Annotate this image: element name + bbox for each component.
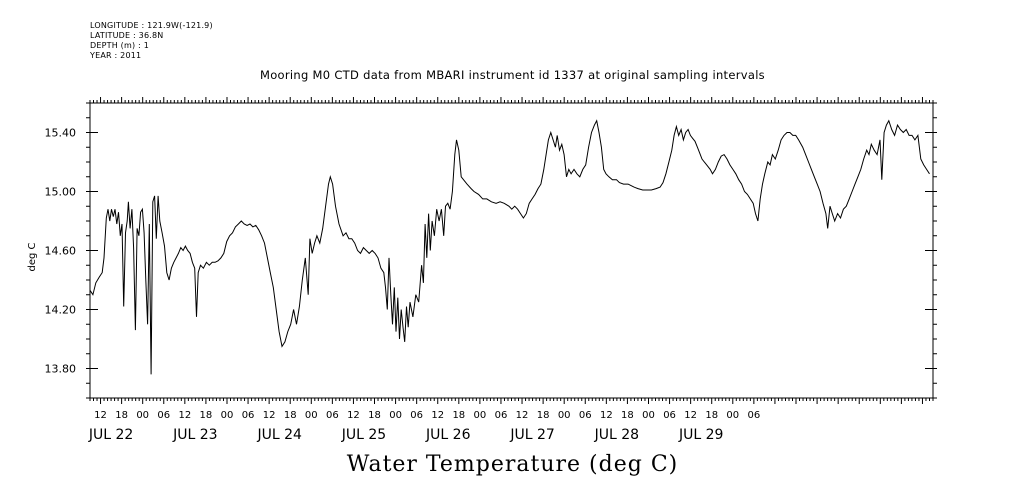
hour-tick-label: 00 [726, 410, 739, 421]
hour-tick-label: 00 [305, 410, 318, 421]
hour-tick-label: 18 [452, 410, 465, 421]
hour-tick-label: 18 [115, 410, 128, 421]
hour-tick-label: 18 [621, 410, 634, 421]
year-label: YEAR : 2011 [90, 51, 142, 60]
hour-tick-label: 18 [368, 410, 381, 421]
y-tick-label: 15.00 [45, 186, 77, 199]
y-tick-label: 14.20 [45, 304, 77, 317]
day-label: JUL 27 [509, 427, 554, 443]
y-tick-labels: 13.80 14.20 14.60 15.00 15.40 [45, 127, 77, 376]
y-axis-label: deg C [27, 242, 38, 272]
hour-tick-label: 18 [200, 410, 213, 421]
hour-tick-label: 12 [431, 410, 444, 421]
hour-tick-label: 00 [642, 410, 655, 421]
chart-title: Mooring M0 CTD data from MBARI instrumen… [260, 68, 765, 82]
hour-tick-label: 12 [347, 410, 360, 421]
hour-tick-label: 06 [157, 410, 170, 421]
hour-tick-label: 00 [474, 410, 487, 421]
plot-frame [89, 102, 934, 399]
hour-tick-label: 18 [284, 410, 297, 421]
hour-tick-label: 00 [221, 410, 234, 421]
hour-tick-label: 00 [136, 410, 149, 421]
x-tick-labels: 12 18 00 06 12 18 00 06 12 18 00 06 12 18 00 06 12 18 00 06… [88, 410, 760, 443]
day-label: JUL 28 [594, 427, 639, 443]
location-metadata: LONGITUDE : 121.9W(-121.9) LATITUDE : 36… [90, 21, 213, 61]
hour-tick-label: 06 [242, 410, 255, 421]
y-tick-label: 15.40 [45, 127, 77, 140]
axis-ticks [86, 97, 937, 404]
hour-tick-label: 18 [537, 410, 550, 421]
y-tick-label: 13.80 [45, 363, 77, 376]
hour-tick-label: 00 [389, 410, 402, 421]
day-label: JUL 29 [678, 427, 723, 443]
day-label: JUL 26 [425, 427, 471, 443]
hour-tick-label: 12 [516, 410, 529, 421]
hour-tick-label: 18 [705, 410, 718, 421]
hour-tick-label: 06 [326, 410, 339, 421]
latitude-label: LATITUDE : 36.8N [90, 31, 164, 40]
longitude-label: LONGITUDE : 121.9W(-121.9) [90, 21, 213, 30]
day-label: JUL 24 [256, 427, 302, 443]
y-tick-label: 14.60 [45, 245, 77, 258]
hour-tick-label: 12 [600, 410, 613, 421]
day-label: JUL 22 [88, 427, 133, 443]
hour-tick-label: 00 [558, 410, 571, 421]
x-axis-label: Water Temperature (deg C) [346, 452, 679, 477]
depth-label: DEPTH (m) : 1 [90, 41, 149, 50]
hour-tick-label: 12 [263, 410, 276, 421]
hour-tick-label: 06 [579, 410, 592, 421]
hour-tick-label: 06 [495, 410, 508, 421]
hour-tick-label: 06 [410, 410, 423, 421]
day-label: JUL 23 [172, 427, 217, 443]
hour-tick-label: 06 [663, 410, 676, 421]
hour-tick-label: 12 [178, 410, 191, 421]
hour-tick-label: 12 [684, 410, 697, 421]
day-label: JUL 25 [341, 427, 386, 443]
hour-tick-label: 06 [747, 410, 760, 421]
series-line [89, 119, 930, 375]
hour-tick-label: 12 [94, 410, 107, 421]
